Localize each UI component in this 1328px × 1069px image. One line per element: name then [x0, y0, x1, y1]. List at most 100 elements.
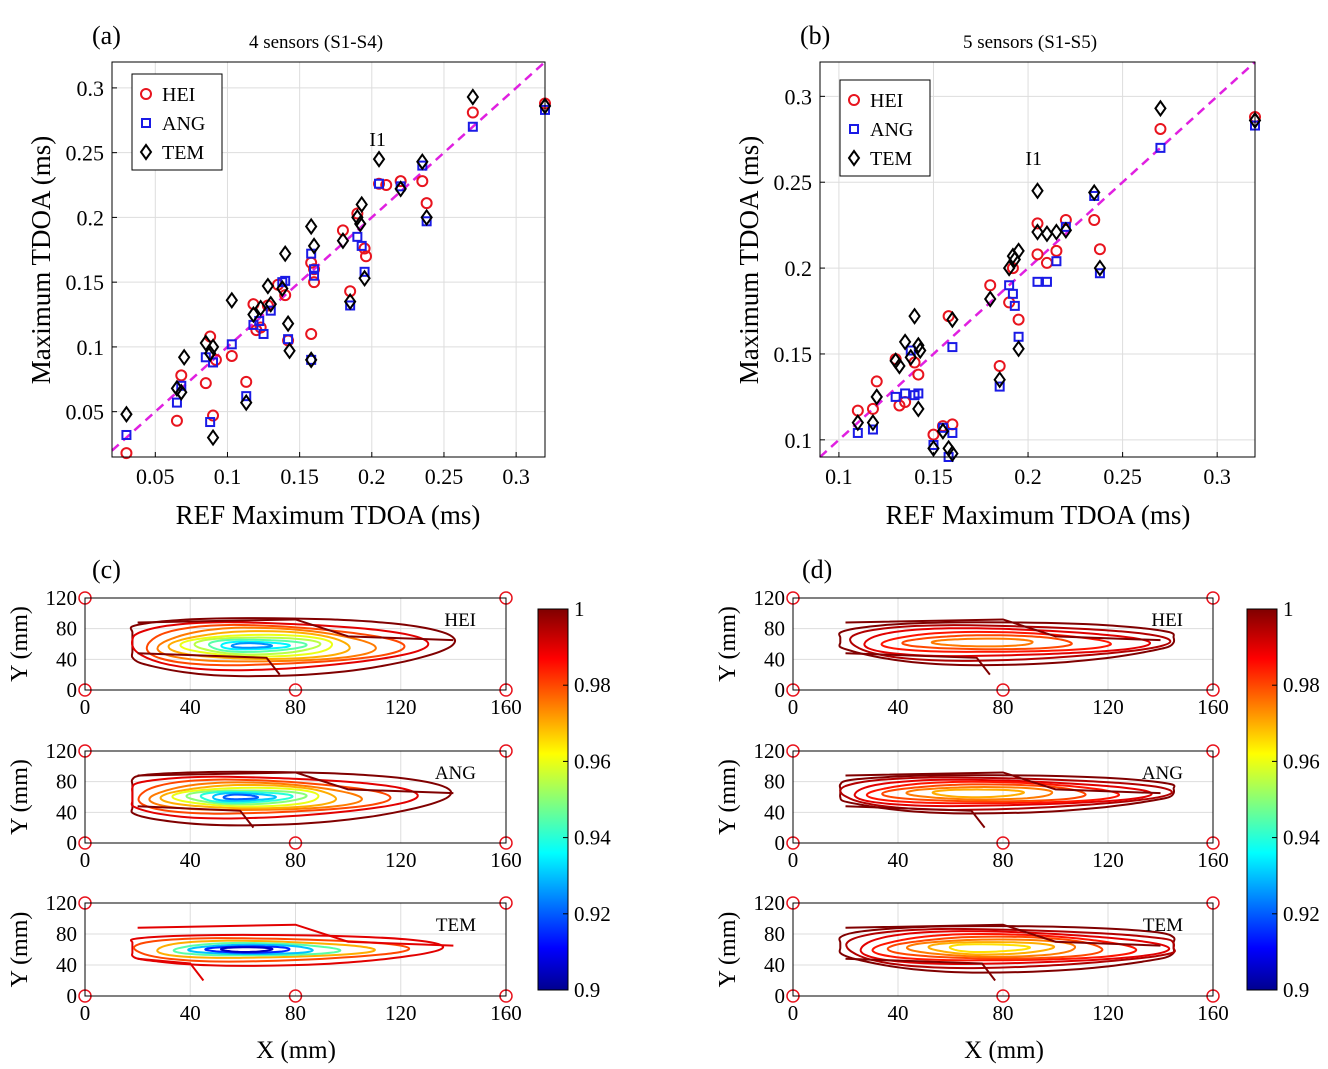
hei-point — [175, 369, 188, 382]
reference-line — [111, 61, 546, 452]
contour-tail-lower — [845, 957, 996, 982]
y-tick-label: 0.1 — [77, 335, 105, 360]
contour-line — [863, 627, 1152, 658]
tem-point — [307, 237, 321, 255]
ang-point — [1032, 276, 1043, 287]
hei-point — [240, 375, 253, 388]
ang-point — [352, 231, 363, 242]
legend-label-tem: TEM — [870, 148, 912, 170]
ang-point — [171, 397, 182, 408]
contour-tail-upper — [137, 618, 454, 642]
x-tick-label: 160 — [1197, 695, 1229, 719]
x-tick-label: 80 — [993, 1001, 1014, 1025]
tem-point — [866, 413, 880, 432]
contour-line — [948, 943, 1032, 954]
tem-point — [358, 269, 371, 287]
chart-title: 5 sensors (S1-S5) — [963, 32, 1097, 53]
tem-point — [1002, 259, 1016, 277]
x-tick-label: 120 — [385, 695, 417, 719]
tem-point — [914, 341, 927, 360]
axes-box — [792, 750, 1214, 844]
ang-point — [1094, 268, 1105, 279]
contour-line — [220, 640, 291, 651]
x-tick-label: 0.1 — [825, 464, 853, 489]
axes-box — [819, 61, 1256, 458]
subplot-label: ANG — [435, 763, 476, 784]
legend-box — [839, 79, 931, 177]
tem-point — [206, 338, 220, 356]
hei-point — [1154, 122, 1167, 135]
y-tick-label: 0 — [67, 831, 78, 855]
y-tick-label: 40 — [764, 647, 785, 671]
legend-marker-tem — [139, 143, 153, 161]
tem-point — [304, 217, 318, 236]
hei-point — [120, 447, 133, 460]
x-tick-label: 0 — [788, 695, 799, 719]
hei-point — [912, 368, 925, 381]
subplot-label: HEI — [444, 610, 476, 631]
tem-point — [264, 295, 277, 313]
contour-line — [131, 621, 430, 672]
x-tick-label: 160 — [490, 848, 522, 872]
contour-tail-upper — [845, 923, 1161, 947]
tem-point — [394, 180, 407, 198]
hei-point — [1031, 217, 1044, 230]
hei-point — [946, 418, 959, 431]
ang-point — [890, 391, 901, 402]
ang-point — [1009, 300, 1020, 311]
ang-point — [226, 339, 237, 350]
hei-point — [870, 375, 883, 388]
hei-point — [308, 276, 321, 289]
contour-line — [212, 792, 277, 802]
tem-point — [203, 344, 217, 363]
colorbar-tick-label: 1 — [574, 597, 585, 621]
axes-box — [792, 597, 1214, 691]
legend-label-tem: TEM — [162, 142, 204, 164]
hei-point — [199, 377, 212, 390]
hei-point — [394, 175, 407, 188]
tem-point — [1012, 340, 1025, 358]
x-tick-label: 160 — [1197, 1001, 1229, 1025]
tem-point — [351, 208, 364, 227]
tem-point — [946, 310, 959, 329]
y-tick-label: 0.25 — [66, 141, 105, 166]
scatter-panel-a: 0.05 0.1 0.15 0.2 0.25 0.3 0.05 0.1 0.15 0.2 0.25 0… — [26, 21, 552, 530]
hei-point — [466, 106, 479, 119]
chart-title: 4 sensors (S1-S4) — [249, 32, 383, 53]
x-tick-label: 0.15 — [914, 464, 953, 489]
contour-line — [129, 933, 445, 967]
y-tick-label: 120 — [46, 586, 78, 610]
contour-tail-lower — [845, 652, 991, 676]
contour-line — [881, 783, 1087, 803]
y-tick-label: 120 — [754, 739, 786, 763]
legend-marker-tem — [847, 149, 861, 167]
contour-line — [905, 786, 1054, 801]
legend-marker-ang — [849, 124, 859, 134]
x-tick-label: 120 — [1092, 695, 1124, 719]
y-tick-label: 0 — [67, 678, 78, 702]
legend-label-hei: HEI — [870, 90, 903, 112]
tem-point — [247, 305, 260, 324]
subplot-label: ANG — [1142, 763, 1183, 784]
tem-point — [908, 307, 921, 325]
x-tick-label: 80 — [285, 848, 306, 872]
x-tick-label: 40 — [888, 695, 909, 719]
contour-tail-upper — [845, 618, 1161, 642]
y-axis-label: Y (mm) — [7, 912, 33, 988]
x-tick-label: 40 — [180, 1001, 201, 1025]
y-tick-label: 0.15 — [774, 342, 813, 367]
contour-tail-upper — [845, 771, 1161, 795]
x-tick-label: 80 — [993, 848, 1014, 872]
contour-tail-lower — [137, 957, 205, 982]
hei-point — [170, 414, 183, 427]
ang-point — [283, 334, 294, 345]
contour-line — [901, 634, 1073, 651]
ang-point — [1007, 288, 1018, 299]
tem-point — [254, 299, 267, 317]
x-tick-label: 80 — [993, 695, 1014, 719]
x-tick-label: 0.05 — [136, 464, 175, 489]
contour-line — [859, 930, 1171, 966]
contour-line — [931, 788, 1025, 799]
tem-point — [1088, 183, 1101, 202]
